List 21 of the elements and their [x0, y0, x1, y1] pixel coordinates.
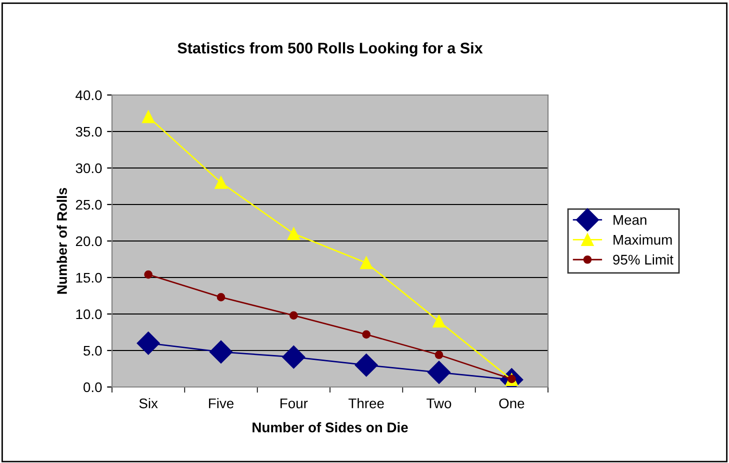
- y-tick-label: 30.0: [76, 163, 102, 174]
- y-tick-label: 35.0: [76, 126, 102, 137]
- y-tick-label: 0.0: [84, 382, 102, 392]
- legend-label: Maximum: [614, 234, 672, 245]
- y-axis-title: Number of Rolls: [56, 188, 67, 294]
- y-tick-label: 20.0: [76, 236, 102, 246]
- chart-title: Statistics from 500 Rolls Looking for a Six: [178, 42, 483, 57]
- legend-label: Mean: [614, 215, 646, 225]
- x-tick-label: Six: [139, 398, 158, 408]
- y-tick-label: 40.0: [76, 90, 102, 100]
- legend-label: 95% Limit: [613, 254, 674, 265]
- y-tick-label: 25.0: [76, 200, 102, 210]
- x-tick-label: Four: [280, 398, 308, 408]
- y-tick-label: 15.0: [76, 272, 102, 283]
- x-tick-label: Five: [209, 398, 234, 408]
- x-axis-title: Number of Sides on Die: [252, 422, 408, 432]
- y-tick-label: 5.0: [84, 346, 102, 356]
- y-tick-label: 10.0: [76, 309, 102, 320]
- x-tick-label: Two: [426, 398, 452, 408]
- x-tick-label: One: [499, 398, 524, 408]
- x-tick-label: Three: [348, 398, 384, 408]
